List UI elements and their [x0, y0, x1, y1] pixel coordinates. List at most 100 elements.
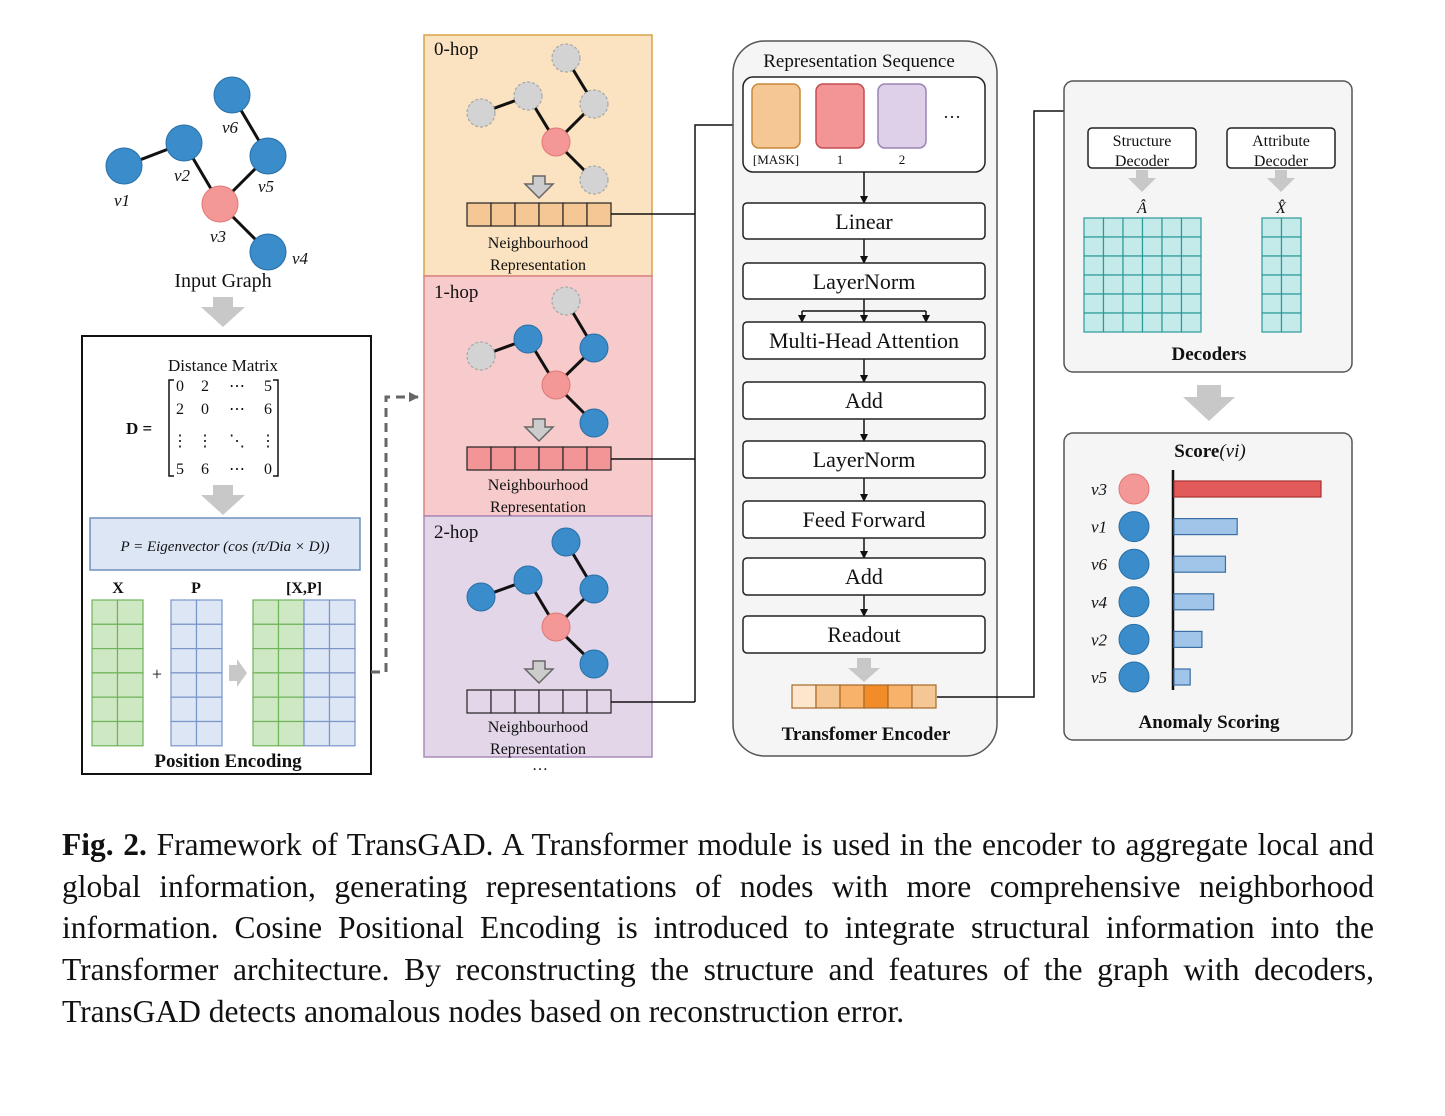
grid-cell	[1261, 312, 1283, 333]
vector-cell	[490, 446, 516, 471]
position-encoding-title: Position Encoding	[154, 751, 302, 772]
grid-cell	[1122, 293, 1144, 314]
down-arrow-icon	[523, 418, 555, 443]
grid-cell	[1141, 255, 1163, 276]
matrix-cell	[328, 599, 356, 625]
layer-layernorm-1	[742, 262, 986, 300]
score-node-label: v2	[1091, 630, 1108, 649]
score-node	[1118, 511, 1150, 543]
ghost-node	[466, 341, 496, 371]
down-arrow-icon	[523, 660, 555, 685]
grid-cell	[1102, 217, 1124, 238]
grid-cell	[1122, 217, 1144, 238]
matrix-cell	[91, 672, 119, 698]
matrix-cell	[277, 647, 305, 674]
grid-cell	[1102, 255, 1124, 276]
matrix-cell	[195, 672, 223, 698]
matrix-cell	[170, 720, 198, 747]
grid-cell	[1180, 236, 1202, 257]
ghost-node	[513, 81, 543, 111]
matrix-cell	[116, 647, 144, 674]
readout-vector	[791, 684, 937, 709]
input-graph-label: Input Graph	[174, 270, 271, 292]
neighbour-node	[579, 408, 609, 438]
matrix-cell	[195, 647, 223, 674]
matrix-cell: ⋮	[172, 433, 188, 450]
matrix-cell	[116, 599, 144, 625]
pe-equation: P = Eigenvector (cos (π/Dia × D))	[119, 539, 329, 555]
score-bar	[1173, 517, 1238, 536]
xp-matrix	[252, 599, 356, 747]
matrix-cell	[91, 696, 119, 723]
structure-decoder-label: Structure	[1113, 133, 1172, 150]
hop-label: 0-hop	[434, 39, 478, 60]
neighbour-node	[513, 324, 543, 354]
matrix-cell	[252, 720, 280, 747]
layer-feed-forward	[742, 500, 986, 539]
plus-sign: +	[152, 664, 162, 684]
ghost-node	[579, 165, 609, 195]
dashed-connector	[371, 392, 419, 674]
grid-cell	[1261, 255, 1283, 276]
grid-cell	[1280, 255, 1302, 276]
graph-node-v2	[165, 124, 203, 162]
grid-cell	[1161, 255, 1183, 276]
matrix-cell	[277, 672, 305, 698]
matrix-cell: ⋱	[229, 433, 245, 450]
score-node-label: v4	[1091, 593, 1108, 612]
matrix-cell: 6	[264, 401, 272, 418]
equation-box	[89, 517, 361, 571]
layer-label: Add	[845, 388, 883, 413]
vector-cell	[911, 684, 937, 709]
matrix-cell	[303, 599, 331, 625]
matrix-cell: ⋯	[229, 401, 245, 418]
score-node	[1118, 623, 1150, 655]
distance-matrix-label: Distance Matrix	[168, 356, 278, 375]
neighbour-node	[579, 649, 609, 679]
matrix-cell: ⋯	[229, 378, 245, 395]
graph-node-v5	[249, 137, 287, 175]
matrix-cell	[277, 623, 305, 650]
structure-decoder-box	[1087, 127, 1197, 169]
ghost-node	[579, 89, 609, 119]
grid-cell	[1180, 255, 1202, 276]
input-graph: v1 v2 v3 v4 v5 v6 Input Graph	[105, 76, 309, 292]
grid-cell	[1102, 312, 1124, 333]
hop-label: 2-hop	[434, 522, 478, 543]
vector-cell	[863, 684, 889, 709]
vector-cell	[586, 202, 612, 227]
down-arrow-icon	[523, 175, 555, 200]
hop-2-panel: 2-hop Neighbourhood Representation	[423, 515, 653, 758]
matrix-cell: 2	[201, 378, 209, 395]
hop-connectors	[611, 121, 744, 703]
ghost-node	[551, 286, 581, 316]
grid-cell	[1141, 236, 1163, 257]
matrix-cell	[303, 720, 331, 747]
framework-diagram: v1 v2 v3 v4 v5 v6 Input Graph Distance M…	[81, 34, 1353, 775]
score-node	[1118, 586, 1150, 618]
score-node-label: v3	[1091, 480, 1107, 499]
grid-cell	[1102, 274, 1124, 295]
matrix-cell: ⋮	[197, 433, 213, 450]
attribute-decoder-label: Attribute	[1252, 133, 1310, 150]
grid-cell	[1122, 312, 1144, 333]
matrix-cell	[170, 623, 198, 650]
matrix-cell	[116, 672, 144, 698]
vector-cell	[562, 446, 588, 471]
matrix-cell	[303, 696, 331, 723]
layer-linear	[742, 202, 986, 240]
hop-caption: Neighbourhood	[488, 477, 588, 494]
label-v2: v2	[174, 166, 191, 185]
token-label: 2	[899, 152, 906, 167]
grid-cell	[1180, 217, 1202, 238]
down-arrow-icon	[848, 658, 880, 682]
ghost-node	[466, 98, 496, 128]
matrix-cell: 0	[176, 378, 184, 395]
target-node	[541, 127, 571, 157]
a-hat-label: Â	[1136, 198, 1147, 217]
layer-label: LayerNorm	[813, 447, 916, 472]
transformer-encoder-panel: Representation Sequence [MASK] 1 2 …	[732, 40, 998, 757]
grid-cell	[1122, 274, 1144, 295]
matrix-cell: 0	[201, 401, 209, 418]
layer-label: Readout	[827, 622, 900, 647]
